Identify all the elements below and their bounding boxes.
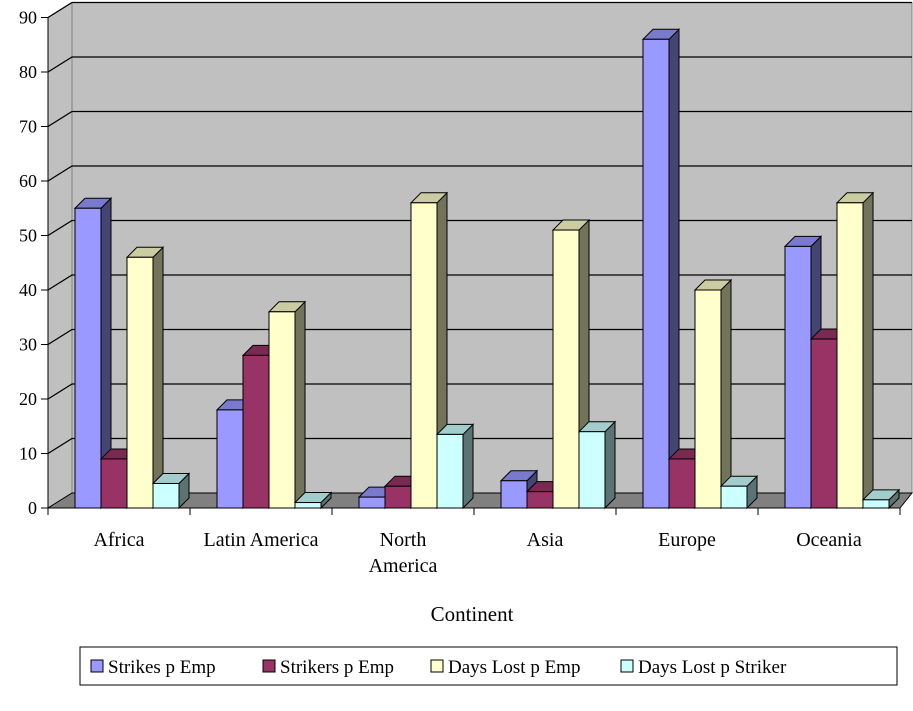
gridline — [47, 328, 912, 346]
y-tick-label: 70 — [19, 117, 37, 137]
bar — [435, 423, 475, 510]
x-category-label-line: North — [380, 529, 427, 551]
gridlines — [47, 1, 912, 455]
y-tick-label: 30 — [19, 335, 37, 355]
legend-label: Days Lost p Striker — [638, 657, 787, 678]
x-axis-category-labels: Africa Latin America North America Asia Europ… — [93, 529, 861, 577]
legend-item: Days Lost p Striker — [620, 657, 787, 678]
bars — [73, 28, 901, 510]
bar — [73, 197, 113, 510]
y-tick-label: 50 — [19, 226, 37, 246]
legend-label: Days Lost p Emp — [448, 657, 580, 678]
legend-box — [79, 646, 898, 686]
gridline — [47, 383, 912, 400]
legend-swatch — [620, 659, 634, 673]
bar — [125, 246, 165, 510]
legend-item: Strikes p Emp — [90, 657, 216, 678]
gridline — [47, 56, 912, 73]
axes — [41, 17, 901, 515]
x-category-label: Oceania — [796, 529, 862, 551]
x-axis-title: Continent — [431, 602, 514, 626]
y-axis-tick-labels: 0 10 20 30 40 50 60 70 80 90 — [19, 8, 37, 519]
x-category-label-line: Oceania — [796, 529, 862, 551]
bar — [835, 191, 875, 510]
legend-swatch — [262, 659, 276, 673]
gridline — [47, 219, 912, 237]
legend-label: Strikes p Emp — [108, 657, 216, 678]
gridline — [47, 110, 912, 128]
gridline — [47, 165, 912, 182]
y-tick-label: 10 — [19, 444, 37, 464]
x-category-label-line: Europe — [658, 529, 716, 551]
gridline — [47, 437, 912, 455]
bar — [861, 488, 901, 510]
legend-swatch — [430, 659, 444, 673]
side-wall — [47, 1, 73, 509]
y-tick-label: 20 — [19, 389, 37, 409]
bar — [577, 420, 617, 510]
x-category-label-line: Africa — [93, 529, 144, 551]
y-tick-label: 80 — [19, 62, 37, 82]
x-category-label: Asia — [527, 529, 564, 551]
y-tick-label: 40 — [19, 280, 37, 300]
legend-swatch — [90, 659, 104, 673]
legend-item: Strikers p Emp — [262, 657, 394, 678]
x-category-label: Africa — [93, 529, 144, 551]
y-tick-label: 90 — [19, 8, 37, 28]
bar — [693, 278, 733, 510]
bar — [151, 472, 191, 510]
y-tick-label: 60 — [19, 171, 37, 191]
y-tick-label: 0 — [28, 498, 37, 518]
plot-background — [46, 1, 913, 509]
bar — [641, 28, 681, 510]
gridline — [47, 1, 912, 19]
legend-label: Strikers p Emp — [280, 657, 394, 678]
legend: Strikes p Emp Strikers p Emp Days Lost p E… — [79, 646, 898, 686]
x-category-label: Latin America — [204, 529, 319, 551]
bar — [409, 191, 449, 510]
x-category-label: North America — [369, 529, 438, 577]
gridline — [47, 274, 912, 291]
legend-item: Days Lost p Emp — [430, 657, 580, 678]
bar — [719, 474, 759, 510]
x-category-label-line: America — [369, 555, 438, 577]
bar — [267, 300, 307, 510]
x-category-label-line: Asia — [527, 529, 564, 551]
back-wall — [71, 2, 913, 494]
x-category-label-line: Latin America — [204, 529, 319, 551]
bar — [293, 491, 333, 510]
x-category-label: Europe — [658, 529, 716, 551]
